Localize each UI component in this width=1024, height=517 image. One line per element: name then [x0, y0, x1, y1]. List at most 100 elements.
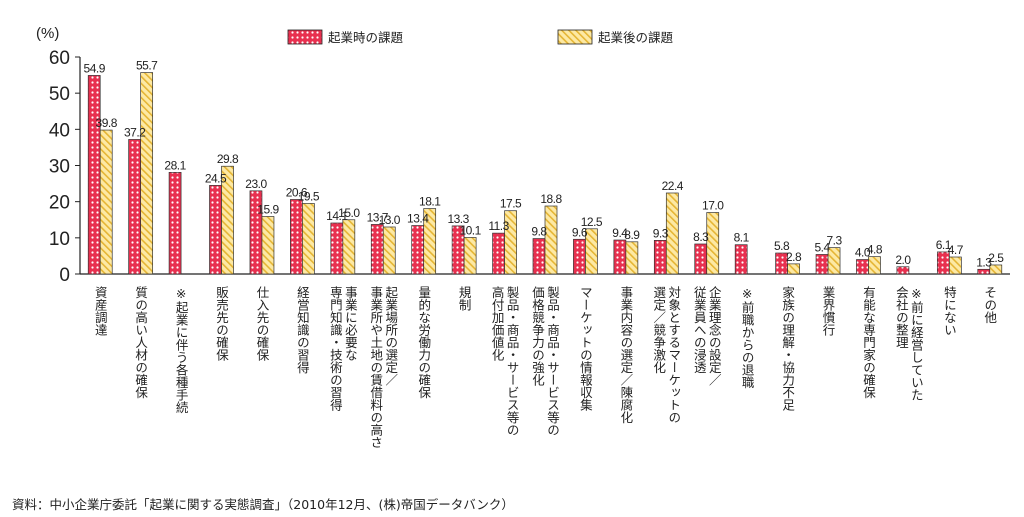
- data-label-series-1: 37.2: [124, 125, 146, 139]
- category-label: 有能な専門家の確保: [861, 286, 876, 399]
- y-tick-label: 30: [49, 157, 70, 178]
- data-label-series-2: 4.7: [948, 243, 964, 257]
- bar-series-2: [221, 165, 234, 275]
- category-label-line: 経営知識の習得: [295, 286, 310, 374]
- bar-series-1: [128, 139, 142, 275]
- legend: 起業時の課題 起業後の課題: [287, 29, 674, 45]
- category-label-line: 価格競争力の強化: [530, 286, 545, 387]
- data-label-series-2: 22.4: [662, 179, 684, 193]
- data-label-series-1: 20.6: [286, 185, 308, 199]
- data-label-series-2: 2.8: [786, 250, 802, 264]
- data-label-series-2: 17.0: [702, 199, 724, 213]
- bars: [87, 72, 1003, 275]
- category-label-line: 事業所や土地の賃借料の高さ: [368, 286, 383, 449]
- category-label: 規制: [457, 285, 472, 311]
- category-label-line: 会社の整理: [894, 286, 909, 349]
- y-tick-label: 60: [49, 48, 70, 69]
- category-label-line: 有能な専門家の確保: [861, 286, 876, 399]
- bar-series-2: [302, 203, 315, 275]
- bar-series-1: [734, 244, 748, 275]
- category-label-line: 特にない: [942, 285, 957, 336]
- data-label-series-2: 8.9: [624, 228, 640, 242]
- data-label-series-1: 14.1: [326, 209, 348, 223]
- bar-series-1: [896, 266, 910, 275]
- category-label-line: 事業に必要な: [343, 286, 358, 361]
- bar-series-2: [99, 129, 113, 275]
- y-tick-label: 50: [49, 84, 70, 105]
- data-label-series-2: 15.0: [338, 206, 360, 220]
- category-label: 業界慣行: [821, 285, 836, 337]
- data-label-series-1: 2.0: [895, 253, 911, 267]
- data-label-series-2: 39.8: [96, 116, 118, 130]
- category-label-line: ※起業に伴う各種手続: [174, 286, 189, 414]
- category-labels: 資産調達 質の高い人材の確保 ※起業に伴う各種手続 販売先の確保 仕入先の確保 経営知識の…: [93, 285, 998, 449]
- category-label-line: 事業内容の選定／陳腐化: [618, 286, 633, 424]
- category-label-line: ※前職からの退職: [740, 286, 755, 389]
- category-label: 起業場所の選定／事業所や土地の賃借料の高さ: [368, 286, 398, 449]
- bar-series-1: [532, 238, 546, 275]
- data-label-series-2: 18.1: [419, 195, 441, 209]
- category-label-line: 仕入先の確保: [254, 286, 269, 361]
- bar-series-2: [868, 256, 881, 275]
- data-label-series-2: 19.5: [298, 189, 320, 203]
- bar-series-2: [625, 241, 639, 275]
- bar-series-1: [775, 252, 788, 275]
- data-label-series-1: 8.3: [693, 230, 709, 244]
- category-label: ※前職からの退職: [740, 286, 755, 389]
- bar-series-2: [261, 216, 275, 275]
- bar-series-2: [504, 210, 517, 275]
- data-label-series-1: 8.1: [734, 231, 750, 245]
- data-label-series-2: 7.3: [826, 234, 842, 248]
- data-label-series-1: 24.5: [205, 171, 227, 185]
- data-label-series-1: 1.3: [976, 255, 992, 269]
- legend-swatch-series-1: [287, 29, 323, 45]
- category-label: 企業理念の設定／従業員への浸透: [692, 285, 722, 386]
- data-label-series-1: 9.8: [531, 225, 547, 239]
- bar-series-2: [989, 264, 1003, 275]
- data-label-series-1: 9.4: [612, 226, 628, 240]
- category-label-line: 家族の理解・協力不足: [780, 285, 795, 412]
- bar-series-1: [87, 75, 101, 275]
- data-label-series-1: 11.3: [488, 219, 509, 233]
- category-label-line: 製品・商品・サービス等の: [545, 286, 560, 436]
- y-tick-label: 40: [49, 120, 70, 141]
- bar-series-2: [544, 205, 558, 275]
- data-label-series-1: 28.1: [164, 158, 186, 172]
- y-tick-label: 0: [59, 265, 70, 286]
- data-label-series-1: 5.4: [814, 240, 830, 254]
- bar-series-1: [492, 232, 505, 275]
- data-label-series-1: 23.0: [245, 177, 267, 191]
- category-label: 資産調達: [93, 286, 108, 336]
- category-label: 家族の理解・協力不足: [780, 285, 795, 412]
- bar-series-1: [209, 185, 222, 275]
- bar-series-1: [977, 268, 991, 275]
- category-label-line: 高付加価値化: [490, 285, 505, 362]
- category-label: 仕入先の確保: [254, 286, 269, 361]
- category-label: 量的な労働力の確保: [416, 286, 431, 399]
- category-label: 販売先の確保: [214, 286, 229, 361]
- y-tick-label: 10: [49, 229, 70, 250]
- bar-series-1: [573, 238, 586, 275]
- bar-series-2: [665, 192, 679, 275]
- category-label: ※起業に伴う各種手続: [174, 286, 189, 414]
- data-label-series-2: 12.5: [581, 215, 603, 229]
- y-unit-label: (%): [36, 25, 59, 42]
- category-label: 事業内容の選定／陳腐化: [618, 286, 633, 424]
- data-label-series-2: 17.5: [500, 197, 522, 211]
- bar-series-2: [423, 208, 437, 275]
- bar-chart: (%) 起業時の課題 起業後の課題 0 10 20 30 40 50 60 54.9 39.8…: [36, 25, 1010, 449]
- bar-series-1: [694, 243, 708, 275]
- bar-series-1: [411, 225, 425, 275]
- data-label-series-1: 4.0: [855, 246, 871, 260]
- category-label-line: 販売先の確保: [214, 286, 229, 361]
- bar-series-2: [787, 263, 800, 275]
- bar-series-1: [290, 199, 303, 275]
- category-label: その他: [982, 286, 997, 324]
- bar-series-1: [653, 240, 667, 275]
- legend-label-series-2: 起業後の課題: [598, 30, 674, 45]
- data-label-series-2: 15.9: [257, 202, 279, 216]
- bar-series-2: [585, 228, 598, 275]
- bar-series-1: [168, 172, 182, 275]
